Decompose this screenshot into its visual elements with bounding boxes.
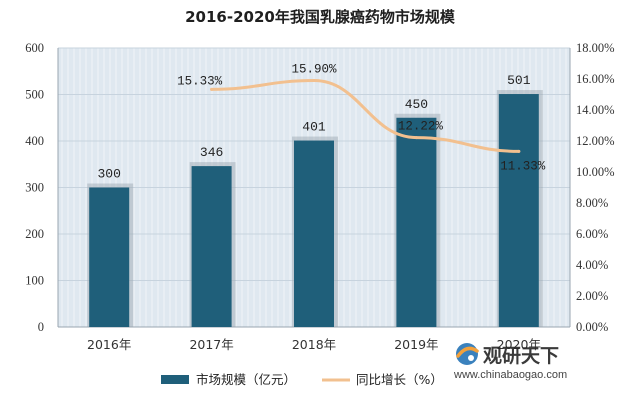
bar-value-label: 450 bbox=[405, 97, 428, 112]
bar bbox=[89, 187, 130, 327]
y-right-tick-label: 4.00% bbox=[576, 258, 608, 272]
y-right-tick-label: 10.00% bbox=[576, 165, 615, 179]
legend-bar-label: 市场规模（亿元） bbox=[196, 372, 296, 387]
plot-area: 0 100 200 300 400 500 600 0.00% 2.00% 4.00% 6.00% 8… bbox=[25, 41, 614, 352]
legend-line-label: 同比增长（%） bbox=[356, 372, 443, 387]
watermark-url: www.chinabaogao.com bbox=[453, 369, 567, 381]
legend-bar-swatch bbox=[161, 375, 189, 384]
y-left-tick-label: 500 bbox=[25, 88, 44, 102]
x-tick-label: 2019年 bbox=[394, 337, 438, 352]
line-value-label: 11.33% bbox=[500, 159, 546, 173]
line-point bbox=[414, 136, 418, 140]
line-value-label: 15.90% bbox=[291, 63, 337, 77]
bar-value-label: 346 bbox=[200, 145, 223, 160]
bar-value-label: 501 bbox=[507, 73, 531, 88]
y-right-tick-label: 2.00% bbox=[576, 289, 608, 303]
x-tick-label: 2018年 bbox=[292, 337, 336, 352]
y-left-tick-label: 0 bbox=[38, 320, 44, 334]
bar-value-label: 401 bbox=[302, 120, 326, 135]
y-right-tick-label: 8.00% bbox=[576, 196, 608, 210]
x-tick-label: 2016年 bbox=[87, 337, 131, 352]
y-right-tick-label: 12.00% bbox=[576, 134, 615, 148]
y-right-tick-label: 16.00% bbox=[576, 72, 615, 86]
watermark: 观研天下 www.chinabaogao.com bbox=[453, 343, 567, 381]
bar bbox=[294, 140, 334, 327]
line-point bbox=[312, 79, 316, 83]
bar bbox=[191, 166, 232, 327]
chart-title: 2016-2020年我国乳腺癌药物市场规模 bbox=[185, 8, 456, 26]
growth-line bbox=[210, 79, 521, 153]
y-right-tick-label: 18.00% bbox=[576, 41, 615, 55]
y-right-tick-label: 14.00% bbox=[576, 103, 615, 117]
x-tick-label: 2017年 bbox=[189, 337, 233, 352]
y-left-tick-label: 400 bbox=[25, 134, 44, 148]
line-point bbox=[517, 149, 521, 153]
watermark-logo-icon bbox=[456, 343, 479, 365]
y-left-tick-label: 600 bbox=[25, 41, 44, 55]
legend: 市场规模（亿元） 同比增长（%） bbox=[161, 372, 443, 387]
y-left-tick-label: 100 bbox=[25, 274, 44, 288]
y-left-tick-label: 300 bbox=[25, 181, 44, 195]
line-value-label: 12.22% bbox=[398, 120, 444, 134]
watermark-name: 观研天下 bbox=[483, 345, 559, 367]
bar bbox=[498, 94, 539, 327]
line-value-label: 15.33% bbox=[177, 74, 223, 88]
bar bbox=[396, 117, 437, 327]
y-left-tick-label: 200 bbox=[25, 227, 44, 241]
x-tick-label: 2020年 bbox=[497, 337, 541, 352]
line-point bbox=[210, 87, 214, 91]
bar-value-label: 300 bbox=[97, 167, 120, 182]
y-right-tick-label: 6.00% bbox=[576, 227, 608, 241]
y-right-tick-label: 0.00% bbox=[576, 320, 608, 334]
